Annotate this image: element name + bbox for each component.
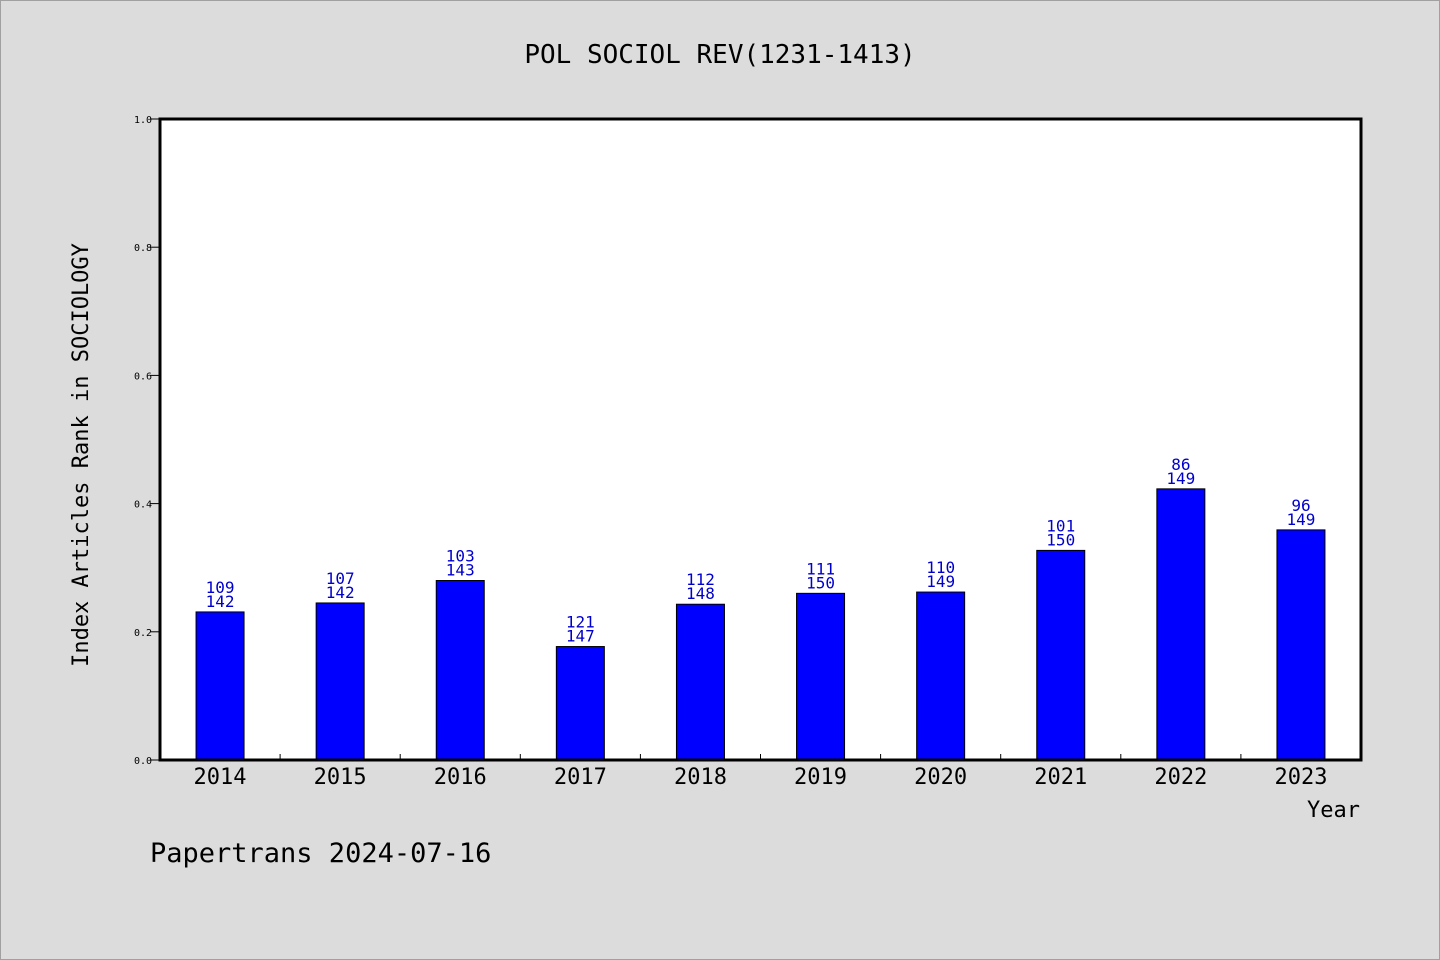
x-tick-label: 2022 [1154, 765, 1207, 790]
y-axis: 0.0 0.2 0.4 0.6 0.8 1.0 [134, 115, 160, 767]
bars-layer: 1091421071421031431211471121481111501101… [195, 455, 1326, 761]
x-tick-label: 2017 [554, 765, 607, 790]
bar [796, 592, 846, 761]
bar-label-total: 147 [566, 627, 595, 646]
chart-title: POL SOCIOL REV(1231-1413) [524, 40, 915, 70]
bar-label-total: 150 [1046, 530, 1075, 549]
bar [1036, 549, 1086, 761]
y-axis-label: Index Articles Rank in SOCIOLOGY [69, 243, 94, 667]
bar-label-rank: 112 [686, 570, 715, 589]
y-tick-label: 0.0 [134, 756, 152, 767]
bar-label-rank: 103 [446, 547, 475, 566]
bar-label-total: 142 [326, 583, 355, 602]
y-tick-label: 0.8 [134, 243, 152, 254]
y-tick-label: 0.2 [134, 628, 152, 639]
bar [555, 646, 605, 761]
y-tick-label: 0.6 [134, 371, 152, 382]
bar-label-rank: 96 [1291, 496, 1310, 515]
x-axis-label: Year [1307, 798, 1360, 823]
x-tick-label: 2018 [674, 765, 727, 790]
bar-label-total: 142 [206, 592, 235, 611]
bar-label-total: 149 [1286, 510, 1315, 529]
bar [1156, 488, 1206, 761]
bar [916, 591, 966, 761]
x-tick-label: 2014 [194, 765, 247, 790]
bar [315, 602, 365, 761]
bar-label-total: 150 [806, 573, 835, 592]
x-tick-label: 2021 [1034, 765, 1087, 790]
x-axis: 2014 2015 2016 2017 2018 2019 2020 2021 2022 2023 [194, 754, 1327, 790]
bar [1276, 529, 1326, 761]
footer-text: Papertrans 2024-07-16 [150, 838, 491, 869]
bar-label-total: 148 [686, 584, 715, 603]
bar-label-total: 143 [446, 561, 475, 580]
bar-label-total: 149 [926, 572, 955, 591]
bar-label-total: 149 [1166, 469, 1195, 488]
x-tick-label: 2020 [914, 765, 967, 790]
x-tick-label: 2016 [434, 765, 487, 790]
bar [675, 603, 725, 761]
y-tick-label: 0.4 [134, 500, 152, 511]
bar-label-rank: 101 [1046, 516, 1075, 535]
y-tick-label: 1.0 [134, 115, 152, 126]
bar-label-rank: 121 [566, 613, 595, 632]
x-tick-label: 2023 [1274, 765, 1327, 790]
bar-label-rank: 86 [1171, 455, 1190, 474]
bar-label-rank: 109 [206, 578, 235, 597]
bar-label-rank: 107 [326, 569, 355, 588]
x-tick-label: 2015 [314, 765, 367, 790]
bar-label-rank: 111 [806, 559, 835, 578]
bar-label-rank: 110 [926, 558, 955, 577]
bar [435, 580, 485, 761]
bar [195, 611, 245, 761]
x-tick-label: 2019 [794, 765, 847, 790]
